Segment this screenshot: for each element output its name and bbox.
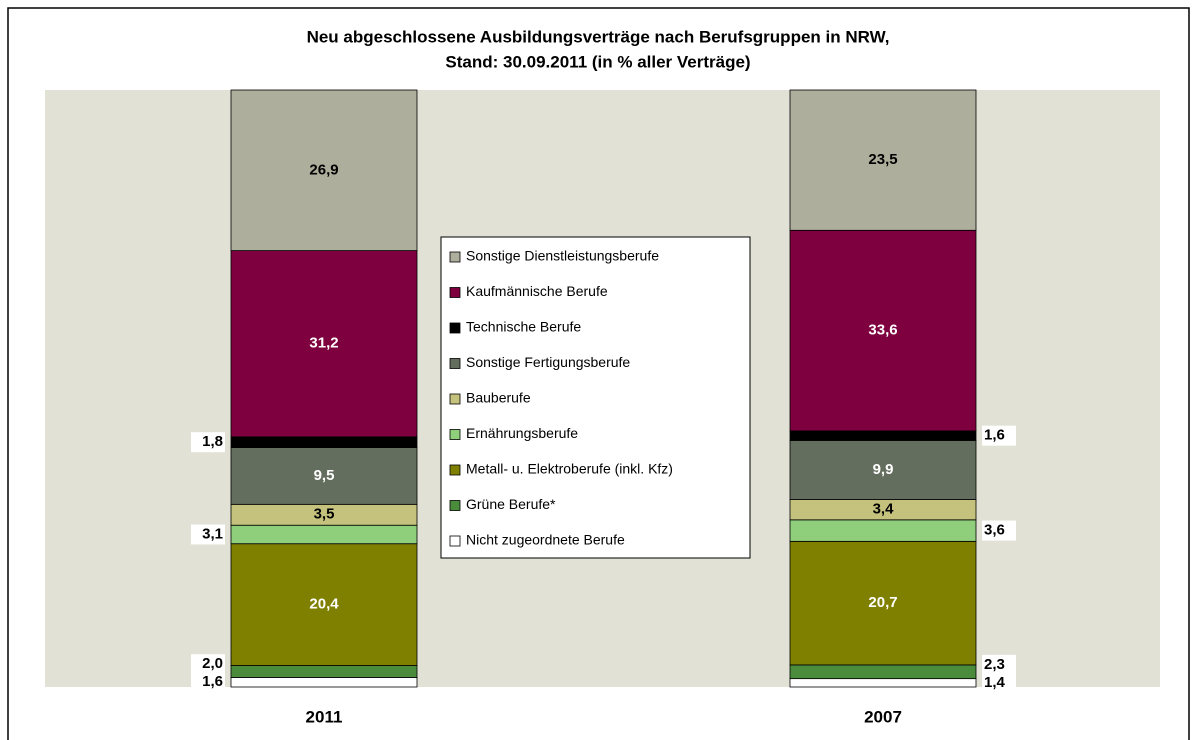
value-label: 33,6 [868,322,897,339]
legend-label: Technische Berufe [466,319,581,335]
value-label-bg [982,672,1016,693]
bar-segment [230,250,418,438]
legend-label: Ernährungsberufe [466,425,578,441]
bar-segment [789,540,977,666]
value-label: 2,0 [202,655,223,672]
bar-segment [789,664,977,680]
value-label: 1,6 [984,427,1005,444]
value-label: 31,2 [309,335,338,352]
chart-title: Neu abgeschlossene Ausbildungsverträge n… [307,27,890,46]
value-label: 23,5 [868,151,897,168]
bar-segment [230,89,418,251]
value-label-bg [191,654,225,675]
value-label-bg [982,425,1016,446]
legend-swatch [449,429,461,440]
legend-swatch [449,500,461,511]
bar-segment [789,89,977,231]
value-label: 3,5 [314,506,335,523]
legend-label: Nicht zugeordnete Berufe [466,532,625,548]
x-tick-label: 2007 [864,707,902,726]
bar-segment [230,543,418,666]
bar-segment [230,665,418,678]
bar-segment [789,229,977,432]
value-label: 20,7 [868,594,897,611]
legend-swatch [449,287,461,298]
value-label-bg [191,432,225,453]
bar-segment [230,436,418,449]
bar-segment [789,440,977,500]
value-label: 1,4 [984,674,1006,691]
value-label: 9,9 [873,461,894,478]
bar-segment [789,678,977,688]
value-label: 1,8 [202,433,223,450]
value-label: 9,5 [314,467,335,484]
legend-swatch [449,322,461,334]
legend-label: Sonstige Dienstleistungsberufe [466,248,659,264]
legend-swatch [449,358,461,369]
value-label: 20,4 [309,596,339,613]
legend-swatch [449,251,461,263]
legend-swatch [449,464,461,476]
value-label-bg [191,524,225,545]
bar-segment [230,677,418,688]
value-label: 3,1 [202,525,223,542]
legend-swatch [449,393,461,405]
bar-segment [789,430,977,441]
value-label-bg [982,520,1016,541]
legend-label: Kaufmännische Berufe [466,283,608,299]
legend-label: Metall- u. Elektroberufe (inkl. Kfz) [466,461,673,477]
legend-swatch [449,535,461,547]
value-label-bg [191,672,225,693]
legend-label: Grüne Berufe* [466,496,556,512]
value-label: 3,4 [873,501,895,518]
value-label-bg [982,654,1016,675]
chart-title: Stand: 30.09.2011 (in % aller Verträge) [445,52,750,71]
legend [440,236,751,559]
value-label: 2,3 [984,656,1005,673]
value-label: 26,9 [309,161,338,178]
x-tick-label: 2011 [306,707,343,726]
bar-segment [789,519,977,542]
legend-label: Bauberufe [466,390,531,406]
legend-label: Sonstige Fertigungsberufe [466,354,630,370]
value-label: 3,6 [984,522,1005,539]
bar-segment [230,524,418,545]
bar-segment [230,447,418,505]
value-label: 1,6 [202,673,223,690]
